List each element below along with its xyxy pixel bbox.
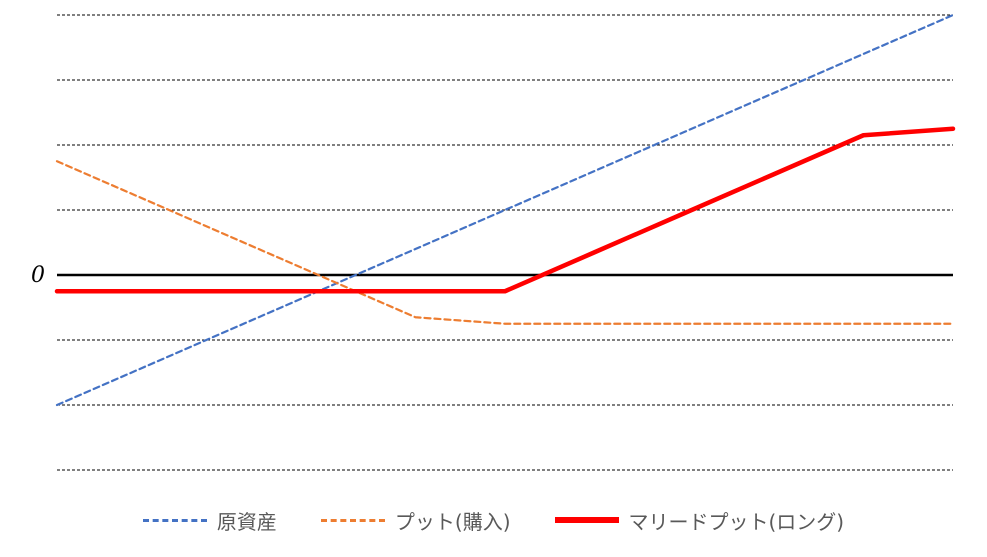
- gridlines: [57, 14, 953, 471]
- series-line-1: [55, 160, 955, 325]
- legend-swatch-underlying: [142, 518, 207, 522]
- series-layer: [54, 13, 956, 407]
- legend-item-underlying: 原資産: [142, 506, 277, 535]
- legend-item-married-put: マリードプット(ロング): [554, 506, 845, 535]
- chart: 0: [31, 13, 956, 471]
- legend-label-married-put: マリードプット(ロング): [628, 509, 845, 534]
- legend-item-put: プット(購入): [320, 506, 511, 535]
- series-line-2: [54, 126, 956, 294]
- legend-swatch-married-put: [554, 517, 619, 523]
- legend: 原資産 プット(購入) マリードプット(ロング): [0, 500, 987, 540]
- legend-label-underlying: 原資産: [216, 509, 277, 534]
- legend-swatch-put: [320, 518, 385, 522]
- zero-tick-label: 0: [31, 263, 45, 288]
- legend-label-put: プット(購入): [394, 509, 511, 534]
- series-line-0: [55, 13, 955, 407]
